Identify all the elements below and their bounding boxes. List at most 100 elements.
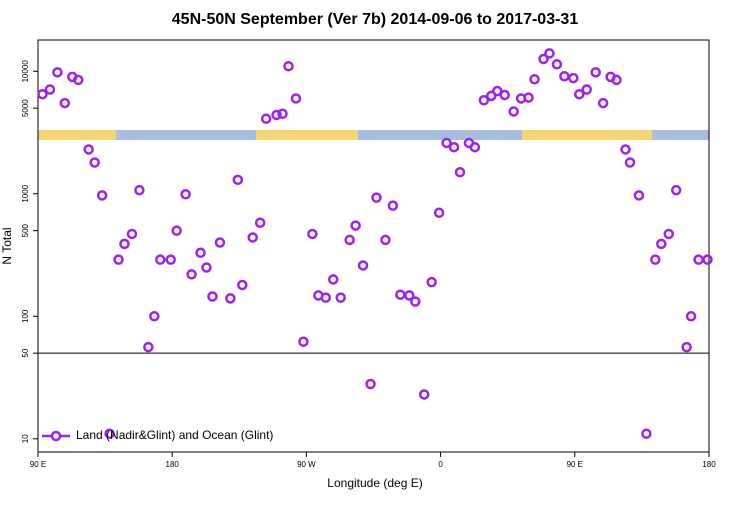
x-tick-label: 180 [166,460,180,469]
point [180,189,191,200]
point [357,260,369,271]
point [44,84,56,95]
point [380,234,391,246]
point [290,93,302,104]
point [126,228,138,240]
point [260,113,272,124]
point [410,296,421,307]
point [418,389,430,400]
point [538,53,549,65]
point [574,88,585,100]
point [83,144,94,155]
map-strip [38,130,709,140]
point [693,254,704,265]
point [214,237,226,248]
point [225,293,236,304]
point [186,269,197,280]
point [365,378,376,390]
point [119,238,130,250]
point [611,74,622,86]
point [395,289,406,300]
point [523,92,534,103]
point [89,157,100,168]
point [96,190,108,201]
y-tick-label: 10 [21,434,30,443]
point [448,141,460,153]
x-tick-label: 180 [702,460,716,469]
point [277,108,288,120]
point [134,184,145,196]
point [590,67,601,78]
point [254,217,266,229]
point [155,254,166,265]
point [551,59,563,70]
y-tick-label: 50 [21,348,30,357]
x-tick-label: 90 E [567,460,583,469]
point [641,428,652,439]
point [663,228,674,240]
point [433,207,445,219]
point [441,137,452,149]
point [568,72,579,84]
point [478,95,490,106]
point [201,262,212,273]
point [492,85,503,97]
point [171,225,182,236]
point [237,279,248,291]
point [624,157,636,168]
y-tick-label: 1000 [21,184,30,202]
point [670,184,682,196]
point [113,254,124,265]
point [52,67,63,78]
point [469,141,481,153]
point [37,88,48,100]
point [271,109,282,121]
point [143,341,154,353]
point [581,84,592,95]
point [149,311,160,322]
point [681,341,692,353]
point [298,336,309,347]
point [283,60,294,72]
point [620,144,631,155]
point [320,292,332,303]
point [656,238,667,250]
point [165,254,176,265]
point [344,234,355,246]
legend-marker [50,430,62,442]
y-tick-label: 10000 [21,60,30,83]
point [232,174,244,186]
y-tick-label: 100 [21,309,30,323]
chart-title: 45N-50N September (Ver 7b) 2014-09-06 to… [172,11,579,28]
point [597,97,609,109]
point [335,292,346,303]
point [387,200,399,211]
point [544,48,555,59]
x-axis-label: Longitude (deg E) [327,476,422,490]
point [529,74,540,85]
point [499,89,510,101]
point [685,311,697,322]
point [59,97,71,109]
point [350,220,361,231]
point [73,74,84,86]
point [104,428,115,439]
point [404,290,415,301]
y-tick-label: 500 [21,223,30,237]
x-tick-label: 0 [438,460,443,469]
point [454,166,466,178]
legend-label: Land (Nadir&Glint) and Ocean (Glint) [76,428,273,442]
point [371,192,382,203]
plot-frame [37,39,710,453]
point [207,291,218,302]
point [327,274,339,285]
point [650,254,661,265]
point [633,190,645,201]
point [426,276,437,288]
point [247,232,258,243]
point [508,106,519,117]
x-tick-label: 90 W [297,460,316,469]
point [307,228,318,240]
y-axis-label: N Total [0,227,14,264]
